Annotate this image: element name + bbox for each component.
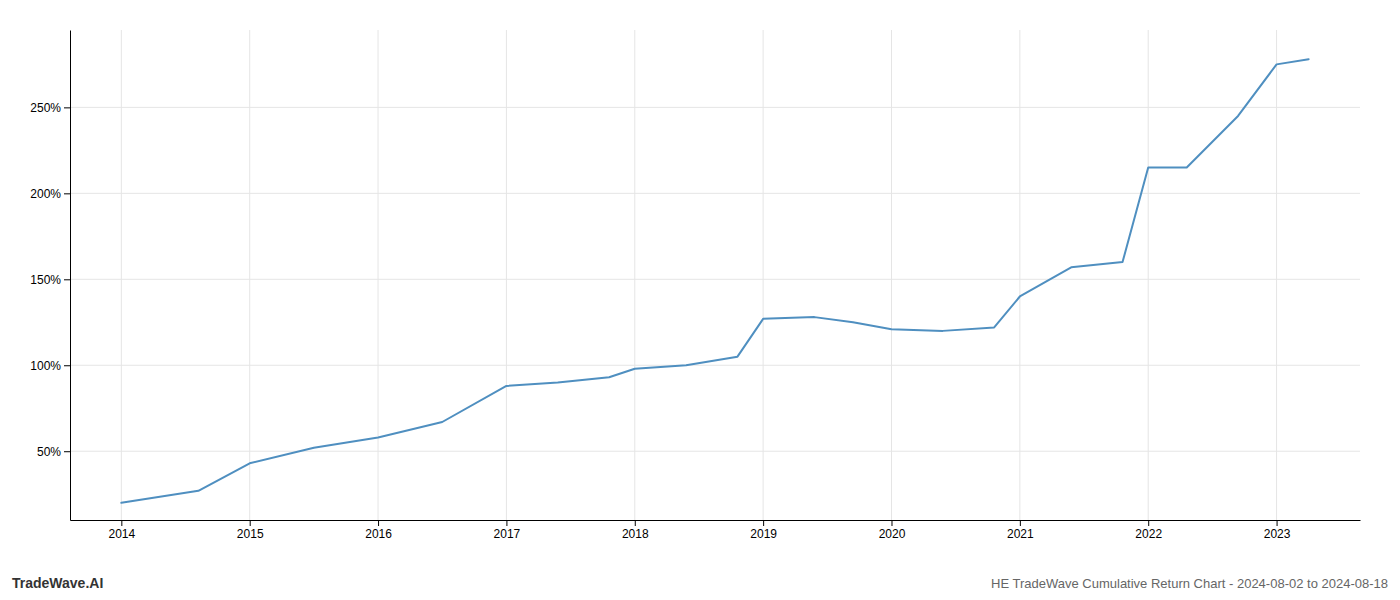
x-grid-line xyxy=(1276,30,1277,520)
x-tick: 2022 xyxy=(1135,520,1162,541)
x-grid-line xyxy=(763,30,764,520)
x-tick-label: 2022 xyxy=(1135,527,1162,541)
title: HE TradeWave Cumulative Return Chart - 2… xyxy=(991,576,1388,591)
annotation: TradeWave.AI xyxy=(12,575,103,591)
y-axis-line xyxy=(70,31,71,521)
x-grid-line xyxy=(891,30,892,520)
y-tick: 150% xyxy=(30,273,70,287)
x-tick-mark xyxy=(635,520,636,526)
x-tick: 2019 xyxy=(750,520,777,541)
x-tick: 2016 xyxy=(365,520,392,541)
y-tick-mark xyxy=(64,107,70,108)
grid xyxy=(70,30,1360,520)
x-tick-label: 2017 xyxy=(494,527,521,541)
x-tick-mark xyxy=(1277,520,1278,526)
x-tick-mark xyxy=(1020,520,1021,526)
y-tick-label: 200% xyxy=(30,187,61,201)
y-tick: 50% xyxy=(37,445,70,459)
x-grid-line xyxy=(249,30,250,520)
y-tick-mark xyxy=(64,451,70,452)
x-tick-label: 2015 xyxy=(237,527,264,541)
y-grid-line xyxy=(70,193,1360,194)
y-tick-mark xyxy=(64,193,70,194)
y-tick: 100% xyxy=(30,359,70,373)
y-grid-line xyxy=(70,365,1360,366)
x-tick-label: 2014 xyxy=(108,527,135,541)
x-tick-mark xyxy=(1148,520,1149,526)
x-tick-mark xyxy=(506,520,507,526)
x-tick: 2021 xyxy=(1007,520,1034,541)
line xyxy=(121,59,1308,503)
x-tick: 2014 xyxy=(108,520,135,541)
x-grid-line xyxy=(506,30,507,520)
x-tick-mark xyxy=(891,520,892,526)
y-grid-line xyxy=(70,451,1360,452)
y-grid-line xyxy=(70,107,1360,108)
x-grid-line xyxy=(634,30,635,520)
x-grid-line xyxy=(121,30,122,520)
x-tick: 2015 xyxy=(237,520,264,541)
chart: 2014 2015 2016 2017 2018 2019 2020 2021 2022 2023… xyxy=(0,0,1400,600)
x-tick-mark xyxy=(121,520,122,526)
y-tick-mark xyxy=(64,279,70,280)
y-tick: 200% xyxy=(30,187,70,201)
y-grid-line xyxy=(70,279,1360,280)
x-tick-mark xyxy=(763,520,764,526)
x-tick-label: 2023 xyxy=(1264,527,1291,541)
x-tick: 2020 xyxy=(879,520,906,541)
x-tick-label: 2020 xyxy=(879,527,906,541)
x-tick: 2018 xyxy=(622,520,649,541)
x-axis-line xyxy=(71,520,1361,521)
x-tick-mark xyxy=(250,520,251,526)
x-tick: 2023 xyxy=(1264,520,1291,541)
x-axis: 2014 2015 2016 2017 2018 2019 2020 2021 2022 2023 xyxy=(71,520,1361,541)
y-tick-label: 50% xyxy=(37,445,61,459)
x-tick-mark xyxy=(378,520,379,526)
plot-area xyxy=(121,59,1308,503)
x-tick-label: 2018 xyxy=(622,527,649,541)
y-axis: 50% 100% 150% 200% 250% xyxy=(30,31,70,521)
x-tick-label: 2021 xyxy=(1007,527,1034,541)
x-grid-line xyxy=(1148,30,1149,520)
x-tick: 2017 xyxy=(494,520,521,541)
x-tick-label: 2016 xyxy=(365,527,392,541)
y-tick-label: 100% xyxy=(30,359,61,373)
y-tick-mark xyxy=(64,365,70,366)
y-tick-label: 250% xyxy=(30,101,61,115)
x-grid-line xyxy=(378,30,379,520)
y-tick: 250% xyxy=(30,101,70,115)
x-grid-line xyxy=(1019,30,1020,520)
x-tick-label: 2019 xyxy=(750,527,777,541)
y-tick-label: 150% xyxy=(30,273,61,287)
